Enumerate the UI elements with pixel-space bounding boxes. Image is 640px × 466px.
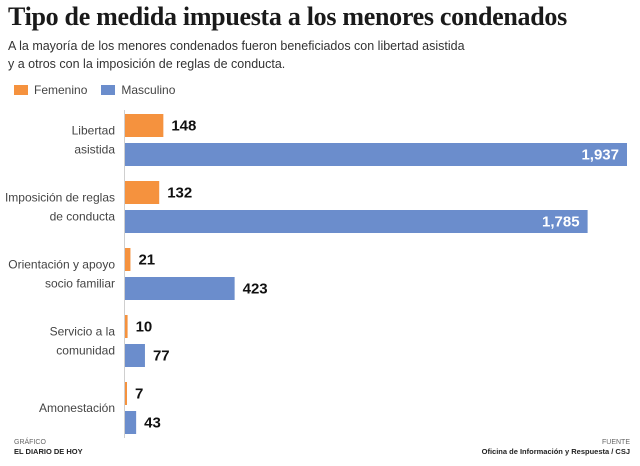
bar-male (125, 143, 627, 166)
value-label-female: 7 (135, 386, 143, 403)
legend-item-male: Masculino (101, 83, 175, 97)
bar-female (125, 181, 160, 204)
category-label: socio familiar (45, 277, 115, 291)
legend-item-female: Femenino (14, 83, 87, 97)
category-label: de conducta (50, 210, 116, 224)
bar-male (125, 277, 235, 300)
chart-title: Tipo de medida impuesta a los menores co… (8, 2, 567, 31)
value-label-male: 1,937 (581, 147, 619, 164)
value-label-male: 43 (144, 415, 161, 432)
footer-credit-source: EL DIARIO DE HOY (14, 447, 83, 456)
bar-female (125, 315, 128, 338)
subtitle-line-2: y a otros con la imposición de reglas de… (8, 57, 286, 71)
footer-credit-caption: GRÁFICO (14, 439, 46, 446)
bar-male (125, 411, 137, 434)
category-label: Libertad (72, 124, 115, 138)
footer-source-text: Oficina de Información y Respuesta / CSJ (481, 447, 630, 456)
value-label-male: 423 (243, 281, 268, 298)
value-label-male: 77 (153, 348, 170, 365)
category-label: Amonestación (39, 401, 115, 415)
value-label-female: 132 (167, 185, 192, 202)
category-label: asistida (74, 143, 115, 157)
category-label: comunidad (56, 344, 115, 358)
chart-subtitle: A la mayoría de los menores condenados f… (8, 37, 568, 73)
footer-credit: GRÁFICO EL DIARIO DE HOY (14, 438, 83, 456)
bar-female (125, 382, 127, 405)
chart-legend: Femenino Masculino (14, 83, 189, 97)
legend-label-female: Femenino (34, 83, 88, 97)
legend-swatch-male (101, 85, 116, 95)
subtitle-line-1: A la mayoría de los menores condenados f… (8, 39, 465, 53)
bar-male (125, 344, 145, 367)
bar-female (125, 114, 164, 137)
legend-swatch-female (14, 85, 28, 95)
category-label: Servicio a la (50, 325, 116, 339)
legend-label-male: Masculino (121, 83, 176, 97)
bar-male (125, 210, 588, 233)
value-label-female: 21 (138, 252, 155, 269)
footer-source: FUENTE Oficina de Información y Respuest… (482, 438, 630, 456)
value-label-male: 1,785 (542, 214, 580, 231)
value-label-female: 10 (136, 319, 153, 336)
value-label-female: 148 (171, 118, 196, 135)
footer-source-caption: FUENTE (602, 439, 630, 446)
category-label: Orientación y apoyo (8, 258, 115, 272)
bar-female (125, 248, 131, 271)
category-label: Imposición de reglas (5, 191, 115, 205)
